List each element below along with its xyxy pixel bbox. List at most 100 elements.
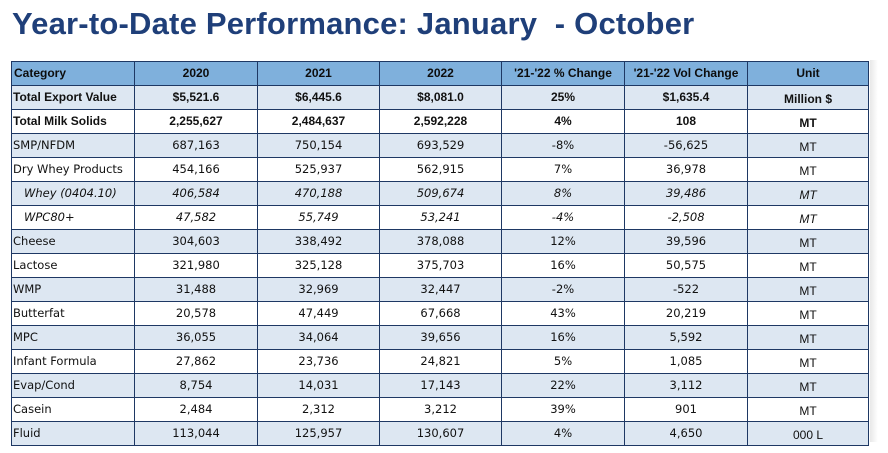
pct-change-cell: 4% bbox=[501, 421, 625, 446]
value-2022-cell: 130,607 bbox=[379, 421, 502, 446]
value-2021-cell: 34,064 bbox=[257, 325, 380, 350]
slide-title: Year-to-Date Performance: January - Octo… bbox=[12, 6, 695, 41]
value-2022-cell: 53,241 bbox=[379, 205, 502, 230]
table-row: Dry Whey Products 454,166 525,937 562,915 7%… bbox=[11, 157, 869, 182]
value-2022-cell: 39,656 bbox=[379, 325, 502, 350]
value-2021-cell: 125,957 bbox=[257, 421, 380, 446]
unit-cell: MT bbox=[747, 277, 869, 302]
value-2021-cell: 55,749 bbox=[257, 205, 380, 230]
table-row: WMP 31,488 32,969 32,447 -2% -522 MT bbox=[11, 277, 869, 302]
category-cell: Total Export Value bbox=[11, 85, 135, 110]
value-2022-cell: 3,212 bbox=[379, 397, 502, 422]
table-body: Total Export Value $5,521.6 $6,445.6 $8,081… bbox=[11, 85, 869, 446]
unit-cell: MT bbox=[747, 181, 869, 206]
vol-change-cell: $1,635.4 bbox=[624, 85, 748, 110]
pct-change-cell: -8% bbox=[501, 133, 625, 158]
unit-cell: MT bbox=[747, 205, 869, 230]
value-2022-cell: 375,703 bbox=[379, 253, 502, 278]
table-row: Casein 2,484 2,312 3,212 39% 901 MT bbox=[11, 397, 869, 422]
value-2022-cell: 24,821 bbox=[379, 349, 502, 374]
vol-change-cell: 36,978 bbox=[624, 157, 748, 182]
value-2021-cell: 2,312 bbox=[257, 397, 380, 422]
value-2022-cell: $8,081.0 bbox=[379, 85, 502, 110]
value-2021-cell: 2,484,637 bbox=[257, 109, 380, 134]
category-cell: Evap/Cond bbox=[11, 373, 135, 398]
vol-change-cell: 5,592 bbox=[624, 325, 748, 350]
value-2020-cell: 2,255,627 bbox=[134, 109, 258, 134]
value-2020-cell: $5,521.6 bbox=[134, 85, 258, 110]
vol-change-cell: 39,486 bbox=[624, 181, 748, 206]
value-2020-cell: 406,584 bbox=[134, 181, 258, 206]
value-2020-cell: 687,163 bbox=[134, 133, 258, 158]
table-shadow bbox=[870, 60, 878, 442]
value-2021-cell: 525,937 bbox=[257, 157, 380, 182]
vol-change-cell: 108 bbox=[624, 109, 748, 134]
unit-cell: MT bbox=[747, 109, 869, 134]
value-2022-cell: 693,529 bbox=[379, 133, 502, 158]
value-2022-cell: 17,143 bbox=[379, 373, 502, 398]
pct-change-cell: -4% bbox=[501, 205, 625, 230]
value-2020-cell: 31,488 bbox=[134, 277, 258, 302]
header-2021: 2021 bbox=[257, 61, 380, 86]
value-2021-cell: 32,969 bbox=[257, 277, 380, 302]
table-row: Evap/Cond 8,754 14,031 17,143 22% 3,112 MT bbox=[11, 373, 869, 398]
performance-table: Category 2020 2021 2022 '21-'22 % Change… bbox=[11, 61, 869, 446]
table-row: Total Milk Solids 2,255,627 2,484,637 2,592… bbox=[11, 109, 869, 134]
value-2021-cell: $6,445.6 bbox=[257, 85, 380, 110]
value-2020-cell: 27,862 bbox=[134, 349, 258, 374]
category-cell: Whey (0404.10) bbox=[11, 181, 135, 206]
category-cell: Casein bbox=[11, 397, 135, 422]
table-row: Butterfat 20,578 47,449 67,668 43% 20,219 MT bbox=[11, 301, 869, 326]
pct-change-cell: 16% bbox=[501, 325, 625, 350]
table-row: Infant Formula 27,862 23,736 24,821 5% 1,085 M… bbox=[11, 349, 869, 374]
value-2020-cell: 2,484 bbox=[134, 397, 258, 422]
value-2021-cell: 23,736 bbox=[257, 349, 380, 374]
unit-cell: MT bbox=[747, 229, 869, 254]
pct-change-cell: 25% bbox=[501, 85, 625, 110]
header-2020: 2020 bbox=[134, 61, 258, 86]
table-row: Whey (0404.10) 406,584 470,188 509,674 8% 39,… bbox=[11, 181, 869, 206]
category-cell: WMP bbox=[11, 277, 135, 302]
header-pct-change: '21-'22 % Change bbox=[501, 61, 625, 86]
table-row: MPC 36,055 34,064 39,656 16% 5,592 MT bbox=[11, 325, 869, 350]
table-row: WPC80+ 47,582 55,749 53,241 -4% -2,508 MT bbox=[11, 205, 869, 230]
category-cell: Infant Formula bbox=[11, 349, 135, 374]
table-row: Total Export Value $5,521.6 $6,445.6 $8,081… bbox=[11, 85, 869, 110]
header-unit: Unit bbox=[747, 61, 869, 86]
value-2020-cell: 36,055 bbox=[134, 325, 258, 350]
value-2021-cell: 470,188 bbox=[257, 181, 380, 206]
table-row: Lactose 321,980 325,128 375,703 16% 50,575 MT bbox=[11, 253, 869, 278]
value-2021-cell: 750,154 bbox=[257, 133, 380, 158]
unit-cell: MT bbox=[747, 325, 869, 350]
value-2021-cell: 14,031 bbox=[257, 373, 380, 398]
header-category: Category bbox=[11, 61, 135, 86]
value-2022-cell: 67,668 bbox=[379, 301, 502, 326]
vol-change-cell: -2,508 bbox=[624, 205, 748, 230]
vol-change-cell: 4,650 bbox=[624, 421, 748, 446]
pct-change-cell: 43% bbox=[501, 301, 625, 326]
value-2022-cell: 378,088 bbox=[379, 229, 502, 254]
unit-cell: MT bbox=[747, 253, 869, 278]
table-row: Cheese 304,603 338,492 378,088 12% 39,596 MT bbox=[11, 229, 869, 254]
pct-change-cell: 22% bbox=[501, 373, 625, 398]
vol-change-cell: 39,596 bbox=[624, 229, 748, 254]
unit-cell: MT bbox=[747, 373, 869, 398]
header-row: Category 2020 2021 2022 '21-'22 % Change… bbox=[11, 61, 869, 86]
category-cell: WPC80+ bbox=[11, 205, 135, 230]
vol-change-cell: -56,625 bbox=[624, 133, 748, 158]
value-2022-cell: 32,447 bbox=[379, 277, 502, 302]
pct-change-cell: 8% bbox=[501, 181, 625, 206]
vol-change-cell: 3,112 bbox=[624, 373, 748, 398]
unit-cell: MT bbox=[747, 301, 869, 326]
vol-change-cell: -522 bbox=[624, 277, 748, 302]
pct-change-cell: -2% bbox=[501, 277, 625, 302]
vol-change-cell: 1,085 bbox=[624, 349, 748, 374]
value-2020-cell: 454,166 bbox=[134, 157, 258, 182]
category-cell: Total Milk Solids bbox=[11, 109, 135, 134]
unit-cell: MT bbox=[747, 133, 869, 158]
category-cell: Cheese bbox=[11, 229, 135, 254]
unit-cell: MT bbox=[747, 349, 869, 374]
vol-change-cell: 50,575 bbox=[624, 253, 748, 278]
value-2020-cell: 20,578 bbox=[134, 301, 258, 326]
